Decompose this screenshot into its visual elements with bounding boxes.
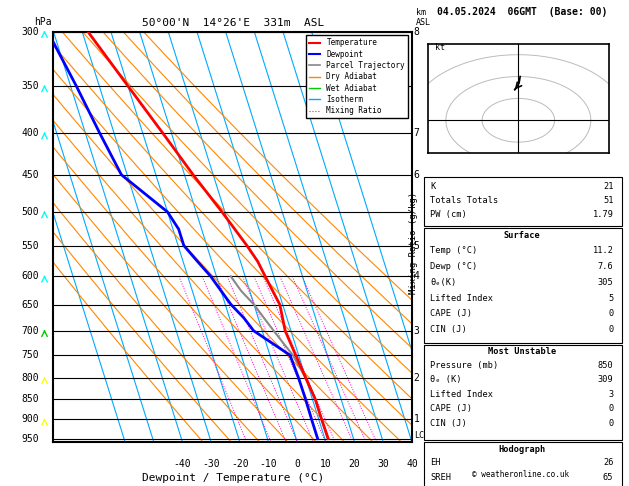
Text: 6: 6 xyxy=(414,170,420,180)
Text: CAPE (J): CAPE (J) xyxy=(430,310,472,318)
Text: 650: 650 xyxy=(21,299,39,310)
Text: EH: EH xyxy=(430,458,440,467)
Text: Dewp (°C): Dewp (°C) xyxy=(430,262,477,271)
Text: 850: 850 xyxy=(598,361,613,370)
Text: 8: 8 xyxy=(414,27,420,36)
Text: θₑ (K): θₑ (K) xyxy=(430,375,462,384)
Title: 50°00'N  14°26'E  331m  ASL: 50°00'N 14°26'E 331m ASL xyxy=(142,18,324,28)
Text: km
ASL: km ASL xyxy=(416,8,431,28)
Text: Most Unstable: Most Unstable xyxy=(487,347,556,357)
Text: © weatheronline.co.uk: © weatheronline.co.uk xyxy=(472,469,569,479)
Text: SREH: SREH xyxy=(430,473,451,482)
Text: 800: 800 xyxy=(21,373,39,383)
Text: 350: 350 xyxy=(21,81,39,91)
Text: 11.2: 11.2 xyxy=(593,246,613,255)
Text: 26: 26 xyxy=(603,458,613,467)
Text: 550: 550 xyxy=(21,241,39,251)
Text: Totals Totals: Totals Totals xyxy=(430,196,498,205)
Text: K: K xyxy=(430,182,435,191)
Text: 1: 1 xyxy=(414,415,420,424)
Text: hPa: hPa xyxy=(34,17,52,28)
Bar xyxy=(424,442,622,486)
Text: 30: 30 xyxy=(377,459,389,469)
Text: CIN (J): CIN (J) xyxy=(430,419,467,428)
Text: -10: -10 xyxy=(260,459,277,469)
Text: 700: 700 xyxy=(21,326,39,336)
Text: 3: 3 xyxy=(414,326,420,336)
Text: 0: 0 xyxy=(608,419,613,428)
Legend: Temperature, Dewpoint, Parcel Trajectory, Dry Adiabat, Wet Adiabat, Isotherm, Mi: Temperature, Dewpoint, Parcel Trajectory… xyxy=(306,35,408,118)
Text: 850: 850 xyxy=(21,394,39,404)
Text: Temp (°C): Temp (°C) xyxy=(430,246,477,255)
Text: Pressure (mb): Pressure (mb) xyxy=(430,361,498,370)
Text: 750: 750 xyxy=(21,350,39,360)
Text: CIN (J): CIN (J) xyxy=(430,325,467,334)
Text: 300: 300 xyxy=(21,27,39,36)
Text: Surface: Surface xyxy=(503,231,540,240)
Text: 309: 309 xyxy=(598,375,613,384)
Bar xyxy=(424,177,622,226)
Text: 0: 0 xyxy=(294,459,300,469)
Text: Dewpoint / Temperature (°C): Dewpoint / Temperature (°C) xyxy=(142,473,324,483)
Text: PW (cm): PW (cm) xyxy=(430,210,467,219)
Text: Lifted Index: Lifted Index xyxy=(430,390,493,399)
Text: 21: 21 xyxy=(603,182,613,191)
Text: 40: 40 xyxy=(406,459,418,469)
Text: 0: 0 xyxy=(608,404,613,414)
Text: 5: 5 xyxy=(608,294,613,302)
Text: 600: 600 xyxy=(21,271,39,281)
Bar xyxy=(424,345,622,440)
Text: Hodograph: Hodograph xyxy=(498,445,545,454)
Text: 0: 0 xyxy=(608,325,613,334)
Text: 20: 20 xyxy=(348,459,360,469)
Text: 5: 5 xyxy=(414,241,420,251)
Text: -40: -40 xyxy=(174,459,191,469)
Text: 305: 305 xyxy=(598,278,613,287)
Text: 2: 2 xyxy=(414,373,420,383)
Text: 950: 950 xyxy=(21,434,39,444)
Text: 51: 51 xyxy=(603,196,613,205)
Text: 450: 450 xyxy=(21,170,39,180)
Text: -30: -30 xyxy=(203,459,220,469)
Text: 3: 3 xyxy=(608,390,613,399)
Text: 7.6: 7.6 xyxy=(598,262,613,271)
Text: θₑ(K): θₑ(K) xyxy=(430,278,456,287)
Text: 1.79: 1.79 xyxy=(593,210,613,219)
Text: CAPE (J): CAPE (J) xyxy=(430,404,472,414)
Text: 0: 0 xyxy=(608,310,613,318)
Text: 7: 7 xyxy=(414,128,420,138)
Text: Lifted Index: Lifted Index xyxy=(430,294,493,302)
Text: 500: 500 xyxy=(21,207,39,217)
Text: kt: kt xyxy=(435,43,445,52)
Text: LCL: LCL xyxy=(414,432,429,440)
Text: -20: -20 xyxy=(231,459,248,469)
Text: 4: 4 xyxy=(414,271,420,281)
Text: 900: 900 xyxy=(21,415,39,424)
Text: 04.05.2024  06GMT  (Base: 00): 04.05.2024 06GMT (Base: 00) xyxy=(437,7,607,17)
Text: 65: 65 xyxy=(603,473,613,482)
Text: Mixing Ratio (g/kg): Mixing Ratio (g/kg) xyxy=(409,192,418,294)
Text: 10: 10 xyxy=(320,459,332,469)
Text: 400: 400 xyxy=(21,128,39,138)
Bar xyxy=(424,228,622,343)
